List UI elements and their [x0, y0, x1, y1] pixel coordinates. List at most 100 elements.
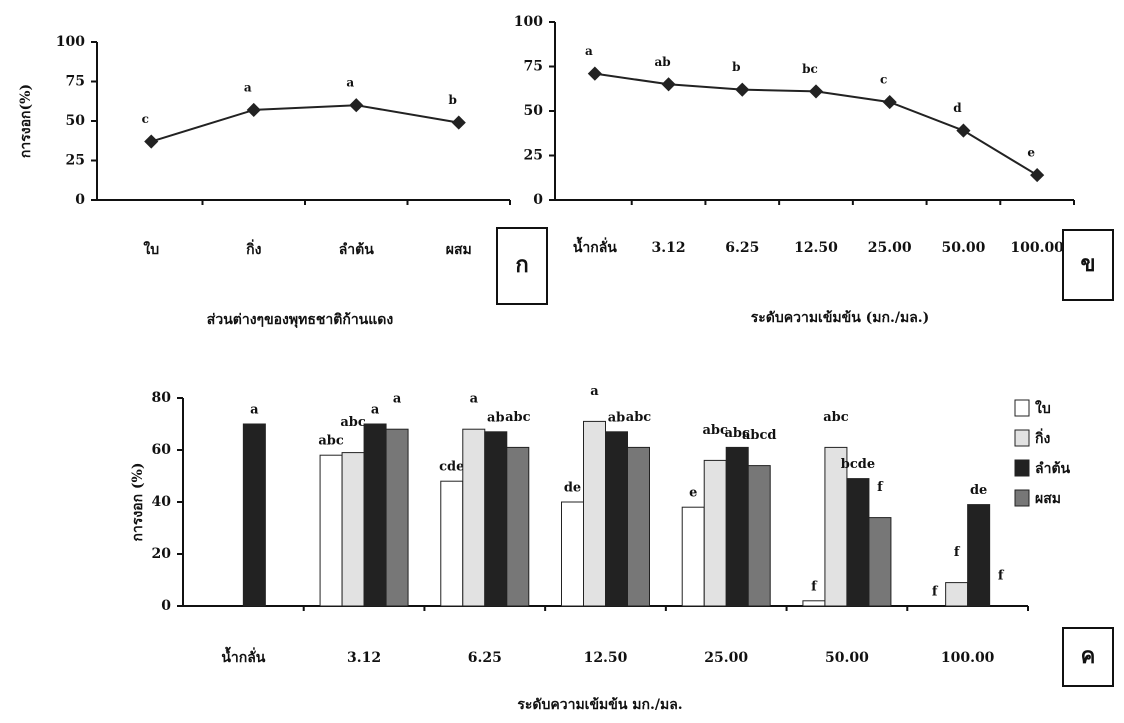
bar — [506, 446, 530, 607]
y-tick-label: 100 — [514, 14, 543, 30]
legend-label: ใบ — [1035, 399, 1051, 417]
point — [661, 77, 676, 92]
point — [587, 66, 602, 81]
bar-label: f — [998, 569, 1005, 584]
point-label: d — [953, 101, 962, 115]
legend-swatch — [1014, 489, 1030, 507]
point-label: a — [585, 44, 593, 58]
point-label: b — [449, 93, 457, 107]
y-tick-label: 60 — [152, 442, 172, 458]
y-tick-label: 80 — [152, 390, 172, 406]
legend-swatch — [1014, 429, 1030, 447]
bar-label: f — [877, 480, 884, 495]
bar — [341, 452, 365, 607]
bar-label: a — [250, 403, 259, 418]
point-label: c — [142, 112, 149, 126]
point-label: ab — [654, 55, 670, 69]
y-tick-label: 0 — [75, 192, 85, 208]
panel-box — [1062, 229, 1114, 301]
point — [735, 82, 750, 97]
bar-label: f — [954, 545, 961, 560]
bar-label: abc — [318, 434, 344, 449]
point-label: b — [732, 60, 740, 74]
bar-label: abc — [626, 410, 652, 425]
bar — [967, 504, 991, 607]
panel-label: ก — [515, 252, 528, 278]
legend-label: กิ่ง — [1034, 428, 1050, 447]
bar — [846, 478, 870, 607]
x-tick-label: กิ่ง — [246, 239, 262, 258]
bar-label: a — [470, 392, 479, 407]
point — [956, 123, 971, 138]
bar-label: a — [393, 392, 402, 407]
bar-label: a — [371, 403, 380, 418]
bar-label: ab — [608, 410, 626, 425]
bar — [583, 420, 606, 607]
bar-label: bcde — [841, 457, 875, 472]
bar — [725, 446, 749, 607]
point — [882, 95, 897, 110]
legend-swatch — [1014, 459, 1030, 477]
x-tick-label: 50.00 — [942, 240, 986, 256]
x-tick-label: ใบ — [143, 240, 159, 258]
y-tick-label: 40 — [152, 494, 172, 510]
x-tick-label: น้ำกลั่น — [221, 646, 265, 666]
point-label: c — [880, 73, 887, 87]
bar — [440, 480, 464, 607]
bar — [681, 506, 705, 607]
point — [808, 84, 824, 99]
y-tick-label: 75 — [66, 74, 85, 90]
bar — [802, 600, 826, 607]
legend-label: ผสม — [1035, 491, 1061, 507]
y-tick-label: 20 — [152, 546, 172, 562]
bar-label: f — [932, 585, 939, 600]
y-tick-label: 100 — [56, 34, 85, 50]
x-axis-label: ส่วนต่างๆของพุทธชาติก้านแดง — [207, 312, 394, 328]
bar — [747, 465, 771, 607]
y-tick-label: 50 — [66, 113, 86, 129]
panel-label: ค — [1081, 643, 1096, 669]
y-tick-label: 75 — [524, 59, 543, 75]
x-tick-label: 25.00 — [704, 650, 748, 666]
legend-label: ลำต้น — [1035, 461, 1071, 477]
bar — [945, 582, 969, 607]
x-tick-label: 50.00 — [825, 650, 869, 666]
y-tick-label: 25 — [66, 153, 85, 169]
bar-label: abc — [702, 423, 728, 438]
point — [144, 134, 159, 149]
bar-label: abc — [505, 410, 531, 425]
point — [451, 115, 466, 130]
point-label: e — [1027, 146, 1035, 160]
x-axis-label: ระดับความเข้มข้น มก./มล. — [517, 697, 682, 713]
bar — [462, 428, 486, 607]
y-axis-label: การงอก (%) — [130, 462, 146, 541]
point-label: bc — [802, 62, 818, 76]
x-tick-label: 12.50 — [794, 240, 838, 256]
y-axis-label: การงอก(%) — [18, 84, 34, 158]
bar-label: f — [811, 579, 818, 594]
bar-label: cde — [439, 460, 464, 475]
y-tick-label: 25 — [524, 148, 543, 164]
bar-label: abc — [724, 426, 750, 441]
bar-label: abc — [340, 415, 366, 430]
bar — [561, 501, 584, 607]
x-axis-label: ระดับความเข้มข้น (มก./มล.) — [751, 310, 930, 326]
point — [246, 102, 261, 118]
panel-box — [496, 227, 548, 305]
bar — [627, 446, 650, 607]
bar — [703, 459, 727, 607]
panel-box — [1062, 627, 1114, 687]
y-tick-label: 50 — [524, 103, 544, 119]
x-tick-label: 6.25 — [468, 650, 502, 666]
y-tick-label: 0 — [161, 598, 171, 614]
bar-label: de — [970, 483, 987, 498]
point — [1030, 168, 1045, 183]
x-tick-label: 100.00 — [1010, 240, 1064, 256]
bar-label: abcd — [742, 428, 777, 443]
point-label: a — [346, 76, 354, 90]
x-tick-label: ผสม — [446, 242, 472, 258]
line — [150, 104, 459, 143]
x-tick-label: 25.00 — [868, 240, 912, 256]
bar-label: de — [564, 481, 581, 496]
bar-label: ab — [487, 410, 505, 425]
